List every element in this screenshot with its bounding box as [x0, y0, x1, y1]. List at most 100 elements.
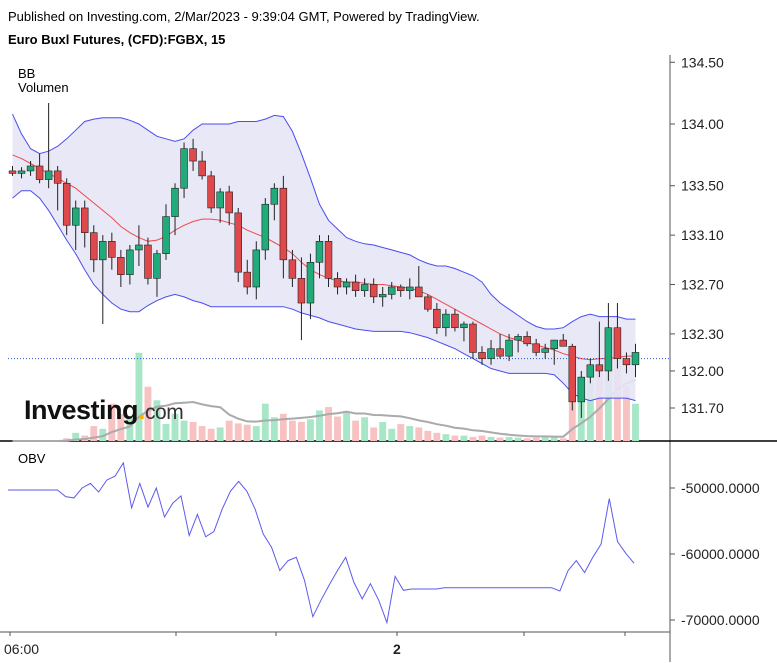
candle-body — [99, 241, 107, 261]
volume-bar — [514, 437, 522, 441]
volume-bar — [469, 436, 477, 441]
candle-body — [180, 148, 188, 189]
candle-body — [342, 281, 351, 288]
volume-bar — [117, 413, 125, 441]
volume-bar — [388, 428, 396, 441]
volume-bar — [144, 386, 152, 441]
candle-body — [225, 191, 233, 214]
candle-body — [81, 207, 89, 233]
volume-bar — [433, 432, 441, 441]
candle-body — [279, 187, 288, 261]
volume-bar — [307, 419, 314, 441]
candle-body — [595, 364, 604, 372]
candle-body — [26, 165, 35, 172]
volume-bar — [487, 436, 495, 441]
candle-body — [378, 294, 387, 298]
time-tick-label: 2 — [393, 641, 401, 657]
volume-bar — [279, 413, 287, 441]
candle-body — [397, 286, 405, 291]
volume-label: Volumen — [18, 80, 69, 95]
candle-body — [523, 336, 531, 345]
candle-body — [62, 182, 71, 226]
watermark-dot: . — [138, 395, 146, 425]
obv-line — [8, 461, 635, 625]
volume-bar — [352, 420, 360, 441]
volume-bar — [99, 428, 107, 441]
candle-body — [17, 170, 26, 174]
candle-body — [469, 323, 477, 353]
volume-bar — [379, 422, 387, 441]
bollinger-lower-line — [12, 190, 636, 402]
candle-body — [108, 241, 116, 258]
volume-bar — [595, 359, 603, 441]
watermark-brand: Investing — [24, 395, 139, 425]
candle-body — [360, 284, 369, 291]
candle-body — [8, 170, 17, 174]
candle-body — [261, 203, 270, 251]
volume-bar — [261, 403, 269, 441]
candle-body — [216, 191, 224, 209]
bollinger-fill — [12, 114, 636, 401]
obv-label: OBV — [18, 451, 46, 466]
volume-bar — [153, 400, 161, 441]
candle-body — [406, 286, 414, 291]
volume-bar — [451, 435, 459, 441]
chart-title: Euro Buxl Futures, (CFD):FGBX, 15 — [8, 32, 226, 47]
bb-label: BB — [18, 66, 36, 81]
volume-bar — [505, 436, 513, 441]
volume-bar — [243, 424, 251, 441]
candle-body — [514, 336, 522, 341]
price-tick-label: 134.50 — [681, 54, 724, 70]
volume-bar — [234, 423, 242, 441]
candle-body — [387, 286, 396, 295]
volume-bar — [586, 379, 594, 441]
volume-bar — [316, 410, 323, 441]
volume-bar — [189, 422, 197, 441]
candle-body — [613, 327, 622, 359]
volume-bar — [424, 430, 432, 441]
watermark-domain: com — [145, 401, 184, 424]
candle-body — [568, 345, 577, 403]
obv-tick-label: -70000.0000 — [681, 612, 760, 628]
volume-bar — [361, 417, 369, 441]
candle-body — [243, 271, 251, 288]
volume-bar — [207, 428, 215, 441]
candle-body — [487, 348, 495, 359]
candle-body — [415, 286, 423, 298]
candle-body — [189, 148, 197, 162]
candle-body — [162, 216, 170, 254]
candle-body — [369, 284, 378, 298]
volume-bar — [559, 438, 567, 441]
candle-body — [442, 313, 450, 329]
price-tick-label: 134.00 — [681, 116, 724, 132]
volume-bar — [550, 436, 558, 441]
candle-body — [44, 170, 53, 180]
volume-bar — [623, 386, 630, 441]
obv-tick-label: -50000.0000 — [681, 480, 760, 496]
candle-body — [53, 170, 62, 184]
candle-body — [424, 296, 432, 310]
candle-body — [306, 261, 315, 304]
volume-bar — [523, 438, 531, 441]
volume-bar — [460, 435, 468, 441]
candle-body — [586, 364, 595, 378]
candle-body — [270, 187, 279, 205]
candle-body — [117, 257, 125, 275]
volume-bar — [198, 426, 206, 441]
volume-bar — [108, 403, 116, 441]
candle-body — [324, 241, 333, 279]
volume-bar — [252, 426, 260, 441]
volume-bar — [334, 416, 341, 441]
published-note: Published on Investing.com, 2/Mar/2023 -… — [8, 9, 480, 24]
candle-body — [505, 339, 513, 357]
candle-body — [631, 352, 640, 366]
volume-bar — [90, 426, 98, 441]
volume-bar — [126, 417, 134, 441]
candle-body — [577, 376, 586, 403]
bollinger-upper-line — [12, 113, 636, 330]
candle-body — [351, 281, 360, 291]
candle-body — [541, 348, 549, 353]
price-tick-label: 131.70 — [681, 400, 724, 416]
volume-bar — [406, 426, 414, 441]
